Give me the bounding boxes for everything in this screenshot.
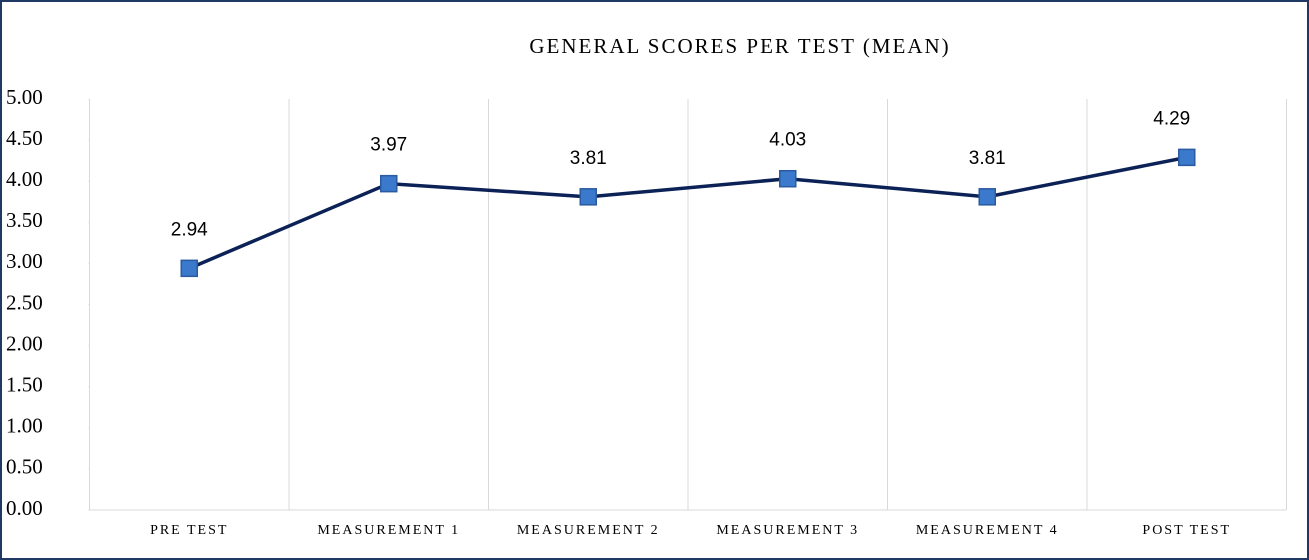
y-tick-label: 1.00 bbox=[6, 414, 43, 438]
y-tick-label: 2.00 bbox=[6, 331, 43, 355]
data-label: 2.94 bbox=[171, 219, 208, 240]
y-tick-label: 2.50 bbox=[6, 290, 43, 314]
data-label: 3.81 bbox=[570, 148, 607, 169]
data-marker bbox=[380, 174, 398, 193]
data-marker bbox=[1178, 148, 1196, 167]
x-tick-label: MEASUREMENT 3 bbox=[716, 523, 859, 538]
y-tick-label: 5.00 bbox=[6, 85, 43, 109]
y-tick-label: 0.50 bbox=[6, 455, 43, 479]
y-tick-label: 4.00 bbox=[6, 167, 43, 191]
data-label: 4.29 bbox=[1153, 108, 1190, 129]
data-marker bbox=[779, 169, 797, 188]
data-label: 4.03 bbox=[769, 130, 806, 151]
y-tick-label: 3.50 bbox=[6, 208, 43, 232]
x-tick-label: MEASUREMENT 2 bbox=[517, 523, 660, 538]
data-label: 3.81 bbox=[969, 148, 1006, 169]
x-tick-label: MEASUREMENT 1 bbox=[317, 523, 460, 538]
x-tick-label: POST TEST bbox=[1142, 523, 1231, 538]
y-tick-label: 1.50 bbox=[6, 373, 43, 397]
data-marker bbox=[180, 259, 198, 278]
x-tick-label: MEASUREMENT 4 bbox=[916, 523, 1059, 538]
data-marker bbox=[579, 188, 597, 206]
y-tick-label: 3.00 bbox=[6, 249, 43, 273]
y-tick-label: 0.00 bbox=[6, 496, 43, 520]
data-label: 3.97 bbox=[370, 135, 407, 156]
chart-title: GENERAL SCORES PER TEST (MEAN) bbox=[529, 34, 950, 58]
data-marker bbox=[978, 188, 996, 206]
y-tick-label: 4.50 bbox=[6, 126, 43, 150]
data-line bbox=[188, 155, 1188, 270]
x-tick-label: PRE TEST bbox=[150, 523, 228, 538]
